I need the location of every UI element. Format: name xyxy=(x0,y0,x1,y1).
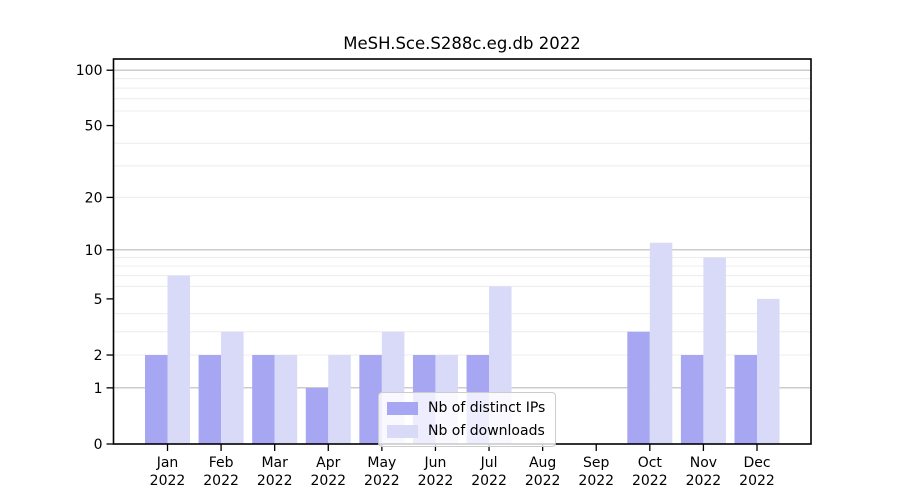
x-tick-label-year: 2022 xyxy=(578,473,614,489)
legend-swatch-downloads xyxy=(387,424,418,438)
y-tick-label: 20 xyxy=(85,190,103,206)
x-tick-label-month: Feb xyxy=(209,455,234,471)
x-tick-label-year: 2022 xyxy=(310,473,346,489)
bar-nb-of-downloads xyxy=(649,242,673,444)
x-tick-label-month: Jul xyxy=(480,455,498,471)
legend-swatch-distinct-ips xyxy=(387,401,418,415)
x-tick-label-month: Nov xyxy=(690,455,717,471)
bar-nb-of-distinct-ips xyxy=(305,387,329,444)
bar-nb-of-distinct-ips xyxy=(680,355,704,444)
x-tick-label-month: Dec xyxy=(743,455,770,471)
x-tick-label-year: 2022 xyxy=(471,473,507,489)
bar-nb-of-downloads xyxy=(757,298,780,444)
x-tick-label-month: Jan xyxy=(156,455,179,471)
bar-nb-of-downloads xyxy=(221,331,244,444)
x-tick-label-month: Sep xyxy=(583,455,610,471)
y-tick-label: 10 xyxy=(85,243,103,259)
x-tick-label-year: 2022 xyxy=(364,473,400,489)
bar-nb-of-distinct-ips xyxy=(627,331,650,444)
y-tick-label: 2 xyxy=(94,348,103,364)
x-tick-label-year: 2022 xyxy=(686,473,722,489)
bar-nb-of-distinct-ips xyxy=(252,355,275,444)
y-tick-label: 100 xyxy=(76,63,103,79)
y-tick-label: 1 xyxy=(94,381,103,397)
x-tick-label-year: 2022 xyxy=(150,473,186,489)
bar-nb-of-distinct-ips xyxy=(734,355,757,444)
chart-title: MeSH.Sce.S288c.eg.db 2022 xyxy=(343,34,581,53)
x-tick-label-month: Mar xyxy=(261,455,288,471)
legend-item-downloads: Nb of downloads xyxy=(387,422,545,440)
x-tick-label-year: 2022 xyxy=(418,473,454,489)
bar-nb-of-downloads xyxy=(167,275,190,444)
x-tick-label-year: 2022 xyxy=(203,473,239,489)
x-tick-label-month: Apr xyxy=(316,455,340,471)
y-tick-label: 0 xyxy=(94,437,103,453)
x-tick-label-year: 2022 xyxy=(257,473,293,489)
bar-nb-of-downloads xyxy=(274,355,298,444)
x-tick-label-year: 2022 xyxy=(739,473,775,489)
y-tick-label: 50 xyxy=(85,119,103,135)
bar-nb-of-distinct-ips xyxy=(145,355,168,444)
bar-nb-of-distinct-ips xyxy=(359,355,382,444)
bar-nb-of-downloads xyxy=(703,257,726,444)
x-tick-label-month: Oct xyxy=(638,455,663,471)
x-tick-label-month: Jun xyxy=(424,455,447,471)
x-tick-label-month: May xyxy=(367,455,396,471)
legend: Nb of distinct IPs Nb of downloads xyxy=(378,392,557,447)
legend-label-distinct-ips: Nb of distinct IPs xyxy=(428,400,546,416)
legend-item-distinct-ips: Nb of distinct IPs xyxy=(387,399,545,417)
x-tick-label-month: Aug xyxy=(529,455,556,471)
x-tick-label-year: 2022 xyxy=(525,473,561,489)
bar-nb-of-downloads xyxy=(328,355,351,444)
legend-label-downloads: Nb of downloads xyxy=(428,423,545,439)
y-tick-label: 5 xyxy=(94,292,103,308)
x-tick-label-year: 2022 xyxy=(632,473,668,489)
bar-nb-of-distinct-ips xyxy=(198,355,222,444)
